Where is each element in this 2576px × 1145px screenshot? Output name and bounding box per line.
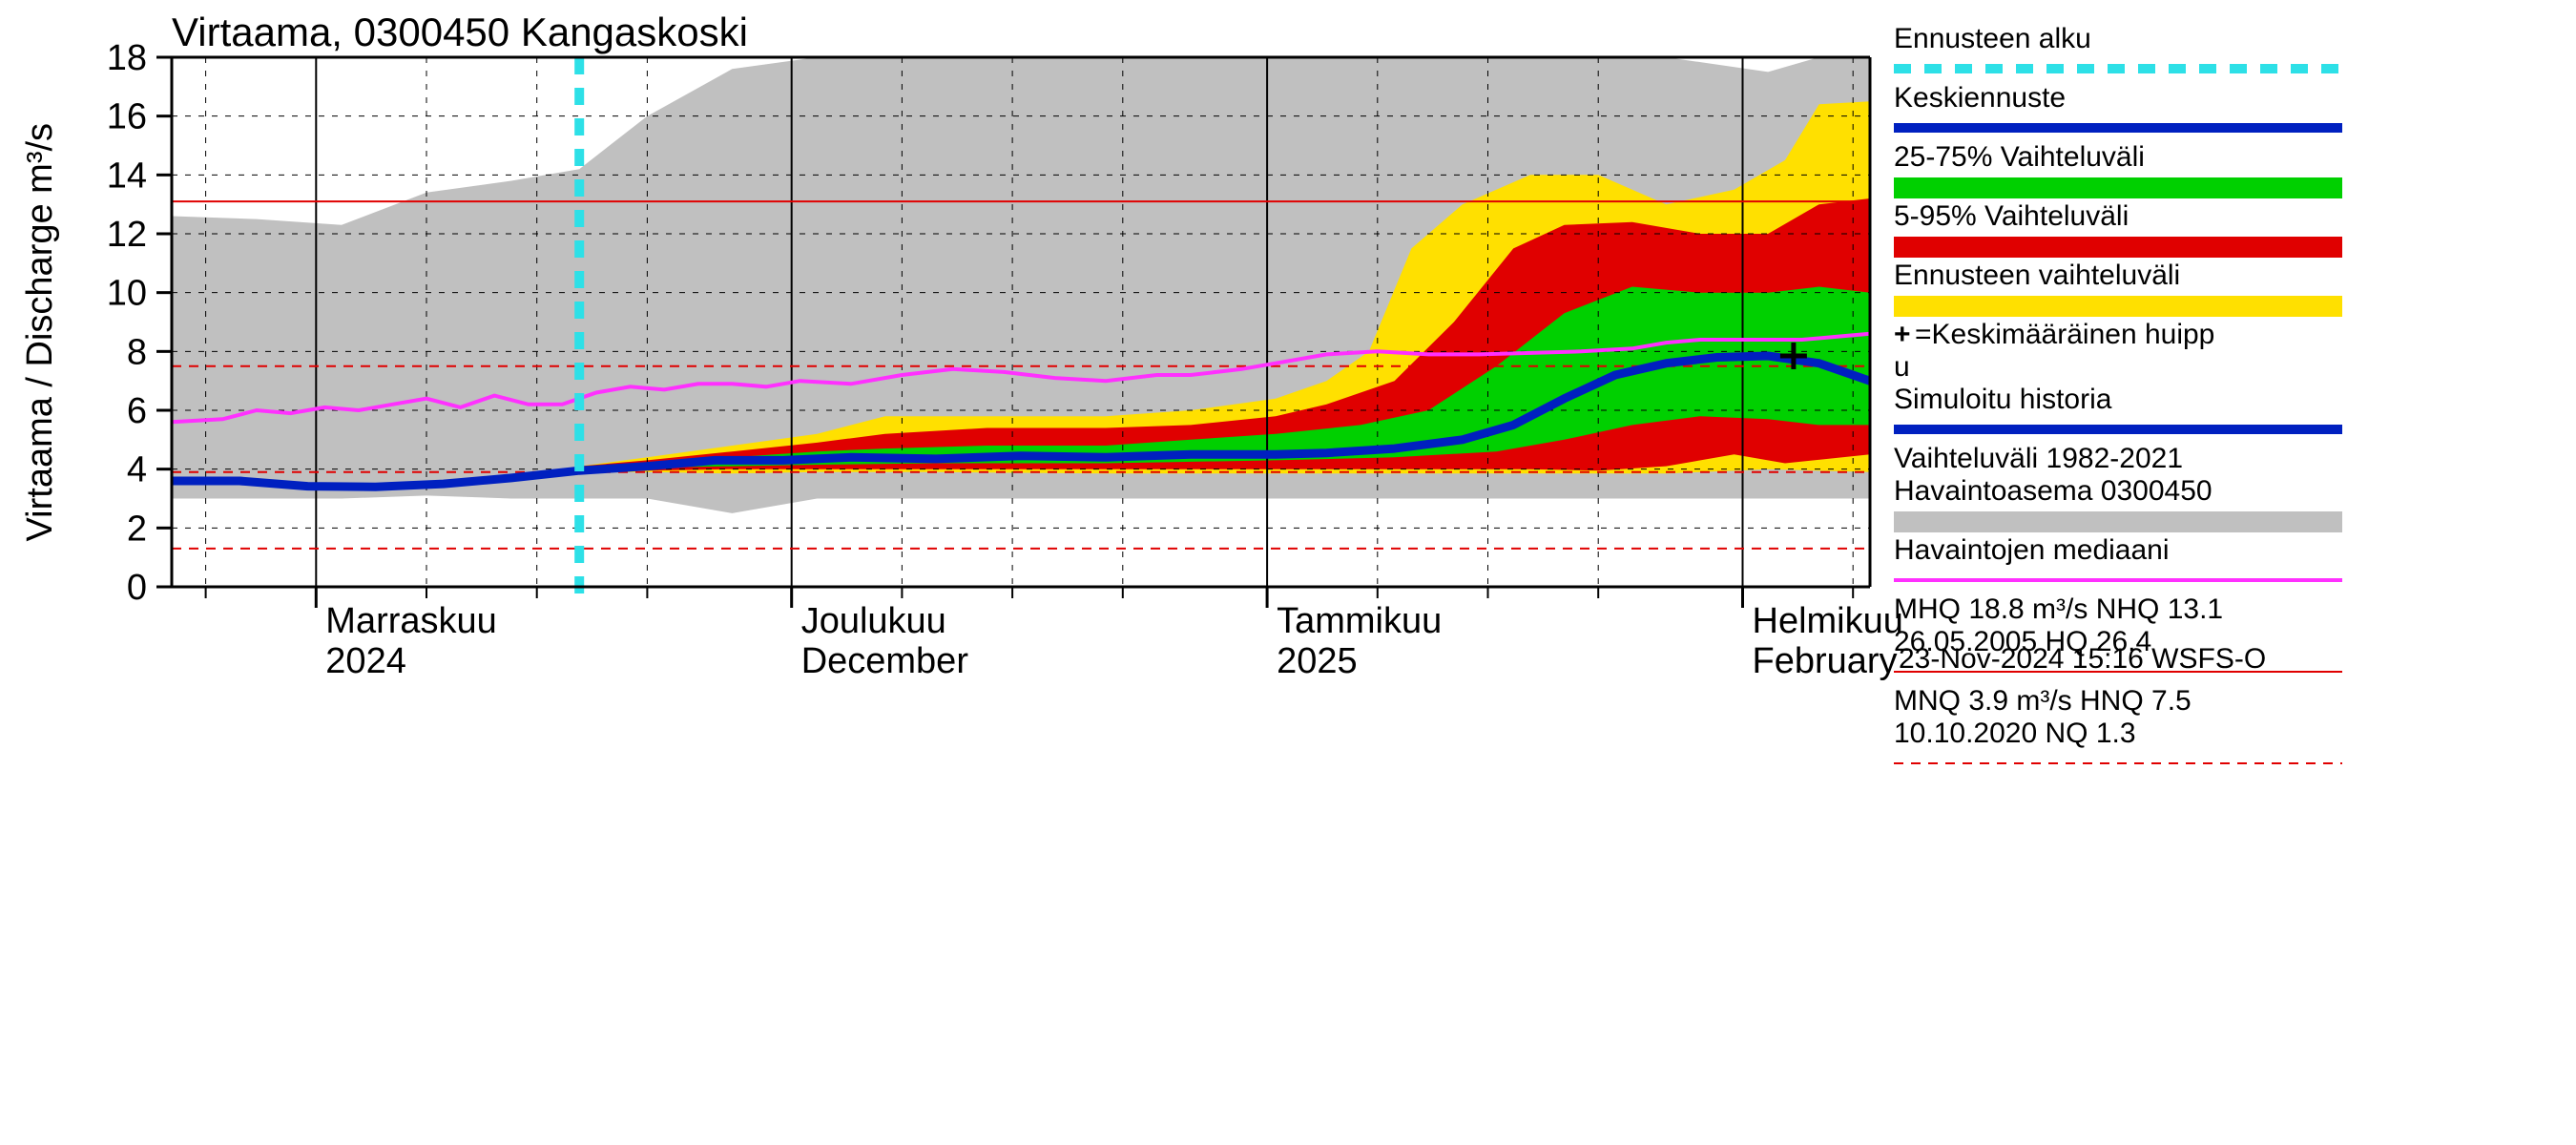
legend-label: Havaintojen mediaani: [1894, 534, 2170, 566]
y-tick-label: 16: [107, 97, 147, 137]
x-month-label2: 2025: [1277, 641, 1358, 681]
legend-label: MNQ 3.9 m³/s HNQ 7.5: [1894, 685, 2192, 717]
legend-label: 5-95% Vaihteluväli: [1894, 200, 2129, 232]
y-tick-label: 6: [127, 391, 147, 431]
legend-label: Ennusteen alku: [1894, 23, 2091, 54]
legend-label: Simuloitu historia: [1894, 384, 2112, 415]
legend-label: Ennusteen vaihteluväli: [1894, 260, 2180, 291]
legend-label: 10.10.2020 NQ 1.3: [1894, 718, 2136, 749]
chart-svg: 0 2 4 6 8 10 12 14 16 18 Marraskuu2024 JoulukuuDece…: [0, 0, 2576, 1145]
timestamp-label: 23-Nov-2024 15:16 WSFS-O: [1899, 643, 2266, 675]
legend-label: =Keskimääräinen huipp: [1915, 319, 2214, 350]
discharge-forecast-chart: 0 2 4 6 8 10 12 14 16 18 Marraskuu2024 JoulukuuDece…: [0, 0, 2576, 1145]
y-tick-label: 12: [107, 215, 147, 255]
chart-title: Virtaama, 0300450 Kangaskoski: [172, 10, 748, 54]
x-month-label: Marraskuu: [325, 601, 497, 641]
y-tick-label: 8: [127, 332, 147, 372]
legend-swatch: [1894, 511, 2342, 532]
y-tick-label: 10: [107, 274, 147, 314]
legend-label: Vaihteluväli 1982-2021: [1894, 443, 2183, 474]
legend-swatch: [1894, 296, 2342, 317]
x-month-label2: 2024: [325, 641, 406, 681]
y-tick-label: 14: [107, 156, 147, 196]
legend-swatch: [1894, 177, 2342, 198]
legend-label: Havaintoasema 0300450: [1894, 475, 2212, 507]
legend-swatch: [1894, 237, 2342, 258]
y-tick-label: 0: [127, 568, 147, 608]
y-tick-label: 2: [127, 509, 147, 549]
legend-label: Keskiennuste: [1894, 82, 2066, 114]
legend-label: u: [1894, 351, 1910, 383]
y-axis-label: Virtaama / Discharge m³/s: [20, 123, 60, 542]
legend-label: +: [1894, 319, 1911, 350]
legend-label: 25-75% Vaihteluväli: [1894, 141, 2145, 173]
x-month-label: Joulukuu: [801, 601, 946, 641]
x-month-label2: February: [1753, 641, 1898, 681]
y-tick-label: 4: [127, 450, 147, 490]
y-tick-label: 18: [107, 38, 147, 78]
legend-label: MHQ 18.8 m³/s NHQ 13.1: [1894, 593, 2223, 625]
x-month-label: Tammikuu: [1277, 601, 1442, 641]
x-month-label2: December: [801, 641, 969, 681]
x-month-label: Helmikuu: [1753, 601, 1903, 641]
